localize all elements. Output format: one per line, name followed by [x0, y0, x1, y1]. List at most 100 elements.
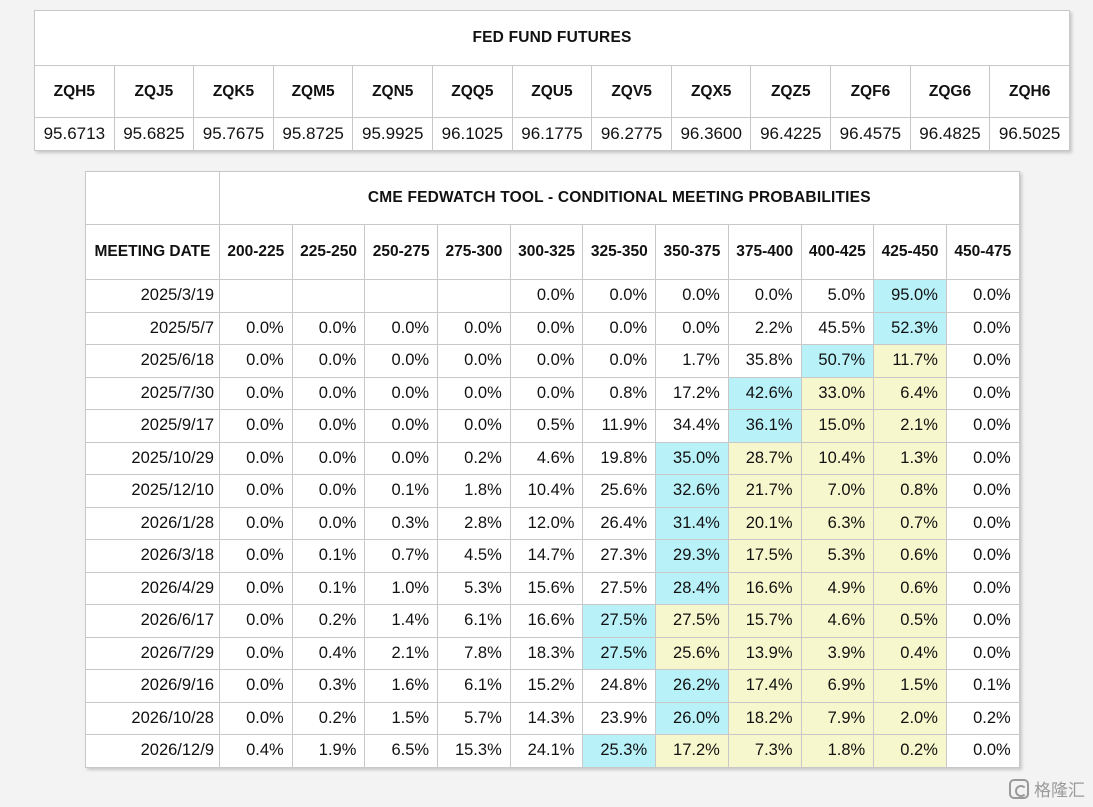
probability-cell — [364, 279, 439, 313]
probability-cell: 42.6% — [727, 376, 802, 410]
futures-code-cell: ZQV5 — [591, 65, 672, 118]
probability-cell: 17.4% — [727, 669, 802, 703]
probability-cell: 0.0% — [945, 376, 1020, 410]
table-row: 2026/1/28 0.0% 0.0% 0.3% 2.8% 12.0% 26.4% 31.4%… — [85, 506, 1020, 540]
table-row: 2026/6/17 0.0% 0.2% 1.4% 6.1% 16.6% 27.5% 27.5%… — [85, 604, 1020, 638]
probability-cell: 26.0% — [655, 701, 729, 735]
probability-cell: 1.5% — [873, 669, 947, 703]
table-row: 2026/9/16 0.0% 0.3% 1.6% 6.1% 15.2% 24.8% 26.2%… — [85, 669, 1020, 703]
probability-cell: 0.0% — [364, 344, 439, 378]
probability-cell: 25.6% — [582, 474, 657, 508]
probability-cell: 0.1% — [291, 571, 366, 605]
probability-cell: 15.2% — [509, 669, 584, 703]
probability-cell: 0.0% — [219, 636, 293, 670]
probability-cell: 0.4% — [219, 734, 293, 768]
probability-cell: 6.3% — [800, 506, 875, 540]
probability-cell: 0.0% — [219, 344, 293, 378]
probability-cell: 0.0% — [945, 571, 1020, 605]
meeting-date-cell: 2026/7/29 — [85, 636, 220, 670]
futures-price-cell: 96.2775 — [591, 117, 672, 151]
probability-cell: 0.0% — [582, 311, 657, 345]
probability-cell: 0.7% — [873, 506, 947, 540]
futures-code-cell: ZQH6 — [989, 65, 1070, 118]
watermark: 格隆汇 — [1009, 776, 1085, 801]
futures-code-cell: ZQZ5 — [750, 65, 832, 118]
fedwatch-probabilities-table: CME FEDWATCH TOOL - CONDITIONAL MEETING … — [85, 171, 1020, 768]
probability-cell: 0.0% — [945, 539, 1020, 573]
probability-cell: 15.0% — [800, 409, 875, 443]
probability-cell: 0.0% — [655, 279, 729, 313]
probability-cell: 0.1% — [364, 474, 439, 508]
probability-cell: 13.9% — [727, 636, 802, 670]
meeting-date-cell: 2025/12/10 — [85, 474, 220, 508]
probability-cell: 0.0% — [219, 376, 293, 410]
probability-cell: 0.0% — [437, 409, 511, 443]
probability-cell: 0.0% — [219, 311, 293, 345]
futures-code-cell: ZQK5 — [193, 65, 274, 118]
probability-cell: 1.9% — [291, 734, 366, 768]
rate-range-header: 300-325 — [509, 224, 584, 280]
probability-cell — [291, 279, 366, 313]
probability-cell: 0.0% — [291, 344, 366, 378]
probability-cell: 0.0% — [219, 604, 293, 638]
probability-cell: 0.0% — [364, 311, 439, 345]
table-row: 2025/9/17 0.0% 0.0% 0.0% 0.0% 0.5% 11.9% 34.4% 3… — [85, 409, 1020, 443]
probability-cell: 1.8% — [800, 734, 875, 768]
probability-cell: 0.0% — [945, 636, 1020, 670]
rate-range-header: 425-450 — [873, 224, 947, 280]
probability-cell: 27.5% — [655, 604, 729, 638]
probability-cell: 12.0% — [509, 506, 584, 540]
probability-cell: 21.7% — [727, 474, 802, 508]
probability-cell: 0.8% — [873, 474, 947, 508]
probability-cell: 2.1% — [873, 409, 947, 443]
table-row: 2026/3/18 0.0% 0.1% 0.7% 4.5% 14.7% 27.3% 29.3%… — [85, 539, 1020, 573]
probability-cell: 4.6% — [800, 604, 875, 638]
table-row: 2025/12/10 0.0% 0.0% 0.1% 1.8% 10.4% 25.6% 32.6… — [85, 474, 1020, 508]
probability-cell: 0.6% — [873, 571, 947, 605]
probability-cell: 0.0% — [945, 604, 1020, 638]
futures-price-cell: 95.6713 — [34, 117, 115, 151]
probability-cell: 15.7% — [727, 604, 802, 638]
probability-cell: 6.1% — [437, 669, 511, 703]
probability-cell: 4.6% — [509, 441, 584, 475]
probability-cell: 3.9% — [800, 636, 875, 670]
rate-range-header: 375-400 — [727, 224, 802, 280]
probability-cell: 0.0% — [219, 474, 293, 508]
gelonghui-logo-icon — [1009, 778, 1029, 799]
probability-cell: 0.0% — [364, 441, 439, 475]
probability-cell: 10.4% — [509, 474, 584, 508]
probability-cell: 0.0% — [509, 376, 584, 410]
probability-cell: 0.0% — [364, 376, 439, 410]
probability-cell: 2.8% — [437, 506, 511, 540]
table-row: 2025/10/29 0.0% 0.0% 0.0% 0.2% 4.6% 19.8% 35.0%… — [85, 441, 1020, 475]
probability-cell: 0.0% — [582, 344, 657, 378]
probability-cell: 2.1% — [364, 636, 439, 670]
probability-cell: 25.6% — [655, 636, 729, 670]
probability-cell: 27.3% — [582, 539, 657, 573]
probability-cell: 31.4% — [655, 506, 729, 540]
probability-cell: 0.0% — [727, 279, 802, 313]
probability-cell: 6.5% — [364, 734, 439, 768]
probability-cell: 20.1% — [727, 506, 802, 540]
probability-cell: 18.2% — [727, 701, 802, 735]
watermark-text: 格隆汇 — [1034, 781, 1085, 800]
probability-cell: 0.0% — [219, 669, 293, 703]
probability-cell: 0.0% — [291, 311, 366, 345]
probability-cell: 0.0% — [219, 539, 293, 573]
meeting-date-cell: 2025/10/29 — [85, 441, 220, 475]
probability-cell: 16.6% — [509, 604, 584, 638]
probability-cell: 26.2% — [655, 669, 729, 703]
probability-cell: 14.7% — [509, 539, 584, 573]
rate-range-header: 350-375 — [655, 224, 729, 280]
futures-price-cell: 96.4825 — [909, 117, 991, 151]
meeting-date-cell: 2026/12/9 — [85, 734, 220, 768]
table-row: 2026/4/29 0.0% 0.1% 1.0% 5.3% 15.6% 27.5% 28.4%… — [85, 571, 1020, 605]
probability-cell: 0.0% — [291, 441, 366, 475]
probability-cell: 11.9% — [582, 409, 657, 443]
futures-price-cell: 95.9925 — [352, 117, 434, 151]
probability-cell: 5.0% — [800, 279, 875, 313]
rate-range-header: 200-225 — [219, 224, 293, 280]
probability-cell: 1.8% — [437, 474, 511, 508]
probability-cell: 15.3% — [437, 734, 511, 768]
